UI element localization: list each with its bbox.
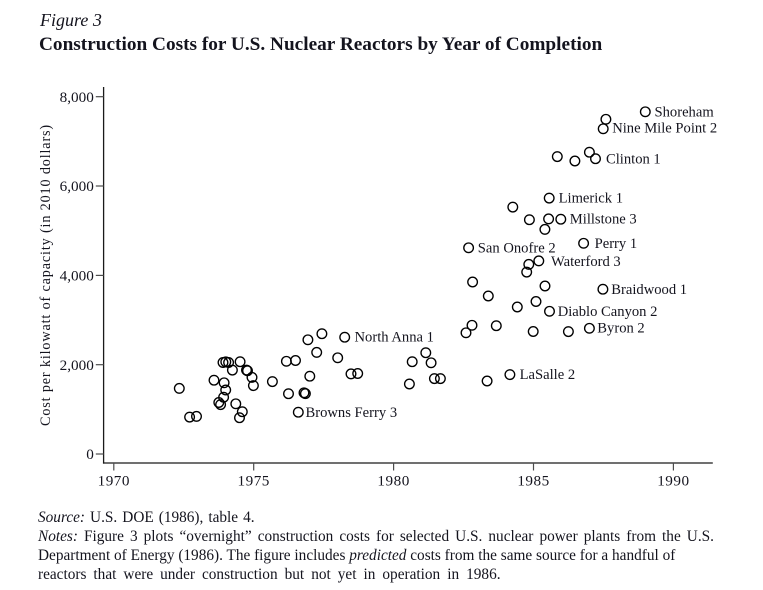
svg-text:4,000: 4,000 <box>60 268 95 285</box>
svg-text:San Onofre 2: San Onofre 2 <box>478 241 556 257</box>
svg-text:Limerick 1: Limerick 1 <box>559 191 623 207</box>
svg-text:Waterford 3: Waterford 3 <box>551 254 621 270</box>
svg-text:6,000: 6,000 <box>60 178 95 195</box>
svg-text:Perry 1: Perry 1 <box>595 236 638 252</box>
svg-text:Shoreham: Shoreham <box>655 105 715 121</box>
svg-text:1980: 1980 <box>377 473 409 490</box>
svg-text:LaSalle 2: LaSalle 2 <box>520 367 576 383</box>
svg-text:Braidwood 1: Braidwood 1 <box>611 282 687 298</box>
svg-text:Clinton 1: Clinton 1 <box>606 151 661 167</box>
svg-text:North Anna 1: North Anna 1 <box>355 330 434 346</box>
svg-text:Diablo Canyon 2: Diablo Canyon 2 <box>558 304 658 320</box>
svg-text:Nine Mile Point 2: Nine Mile Point 2 <box>612 121 717 137</box>
svg-text:Browns Ferry 3: Browns Ferry 3 <box>306 405 398 421</box>
svg-text:1990: 1990 <box>657 473 689 490</box>
svg-text:Byron 2: Byron 2 <box>597 321 644 337</box>
svg-text:1985: 1985 <box>517 473 549 490</box>
svg-text:0: 0 <box>86 446 94 463</box>
svg-text:1970: 1970 <box>98 473 130 490</box>
svg-text:2,000: 2,000 <box>60 357 95 374</box>
svg-text:Millstone 3: Millstone 3 <box>570 212 637 228</box>
svg-text:Cost per kilowatt of capacity: Cost per kilowatt of capacity (in 2010 d… <box>38 124 54 426</box>
svg-text:1975: 1975 <box>238 473 270 490</box>
svg-text:8,000: 8,000 <box>60 89 95 106</box>
